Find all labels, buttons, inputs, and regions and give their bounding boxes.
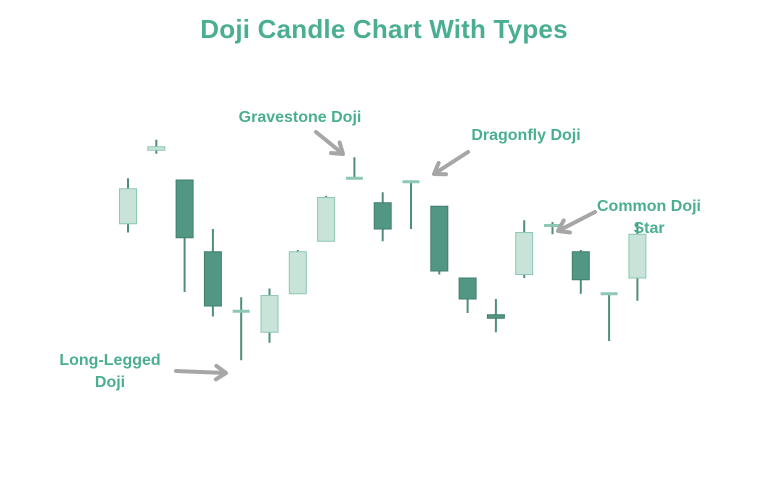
candle-1 xyxy=(119,178,137,233)
candle-6 xyxy=(260,288,279,343)
annotation-label: Star xyxy=(633,220,664,237)
arrow-head xyxy=(432,160,448,177)
chart-title: Doji Candle Chart With Types xyxy=(200,14,568,44)
annotation-label: Common Doji xyxy=(597,198,701,215)
candle-body-bearish xyxy=(203,251,222,307)
candle-body-bullish xyxy=(147,146,166,151)
candle-body-bullish xyxy=(119,188,137,225)
candle-body-bearish xyxy=(486,314,505,319)
candle-body-doji xyxy=(544,224,561,227)
candle-body-bearish xyxy=(373,202,392,230)
candle-4 xyxy=(203,229,222,317)
candle-12 xyxy=(430,205,449,275)
candle-body-bearish xyxy=(571,251,590,281)
candle-3 xyxy=(175,179,194,292)
annotation-arrow-4 xyxy=(174,363,228,382)
candle-9 xyxy=(345,157,363,180)
candle-body-bullish xyxy=(260,295,279,333)
candle-7 xyxy=(288,250,307,295)
annotation-label: Doji xyxy=(95,374,125,391)
candle-14 xyxy=(486,299,505,333)
candle-17 xyxy=(571,250,590,294)
candle-body-doji xyxy=(600,292,618,296)
annotation-arrows xyxy=(174,130,597,382)
candles-group xyxy=(119,139,647,361)
candle-body-bullish xyxy=(628,233,647,279)
annotation-label: Gravestone Doji xyxy=(239,109,362,126)
candle-body-doji xyxy=(402,180,420,184)
candle-body-bullish xyxy=(288,251,307,295)
annotation-labels: Gravestone Doji Dragonfly Doji Common Doji… xyxy=(59,109,701,391)
arrow-head xyxy=(329,140,345,156)
arrow-shaft xyxy=(314,130,342,154)
annotation-label: Long-Legged xyxy=(59,352,160,369)
candle-5 xyxy=(232,297,250,361)
candle-19 xyxy=(628,222,647,301)
candle-16 xyxy=(544,222,561,235)
annotation-arrow-2 xyxy=(432,150,470,177)
candle-body-doji xyxy=(232,309,250,313)
annotation-label: Dragonfly Doji xyxy=(471,127,580,144)
arrow-head xyxy=(556,218,572,235)
candle-11 xyxy=(402,180,420,229)
arrow-shaft xyxy=(435,150,470,174)
candle-body-bearish xyxy=(175,179,194,239)
candle-15 xyxy=(515,220,534,278)
candle-10 xyxy=(373,192,392,242)
arrow-head xyxy=(213,363,228,382)
annotation-arrow-3 xyxy=(556,210,597,235)
candle-body-doji xyxy=(345,176,363,180)
candle-body-bullish xyxy=(317,197,336,242)
arrow-shaft xyxy=(559,210,597,232)
candle-8 xyxy=(317,195,336,242)
candle-2 xyxy=(147,139,166,154)
candle-body-bullish xyxy=(515,232,534,275)
candle-13 xyxy=(458,277,477,313)
annotation-arrow-1 xyxy=(314,130,345,156)
candle-18 xyxy=(600,292,618,341)
candle-body-bearish xyxy=(430,205,449,272)
candle-body-bearish xyxy=(458,277,477,300)
arrow-shaft xyxy=(174,369,225,375)
